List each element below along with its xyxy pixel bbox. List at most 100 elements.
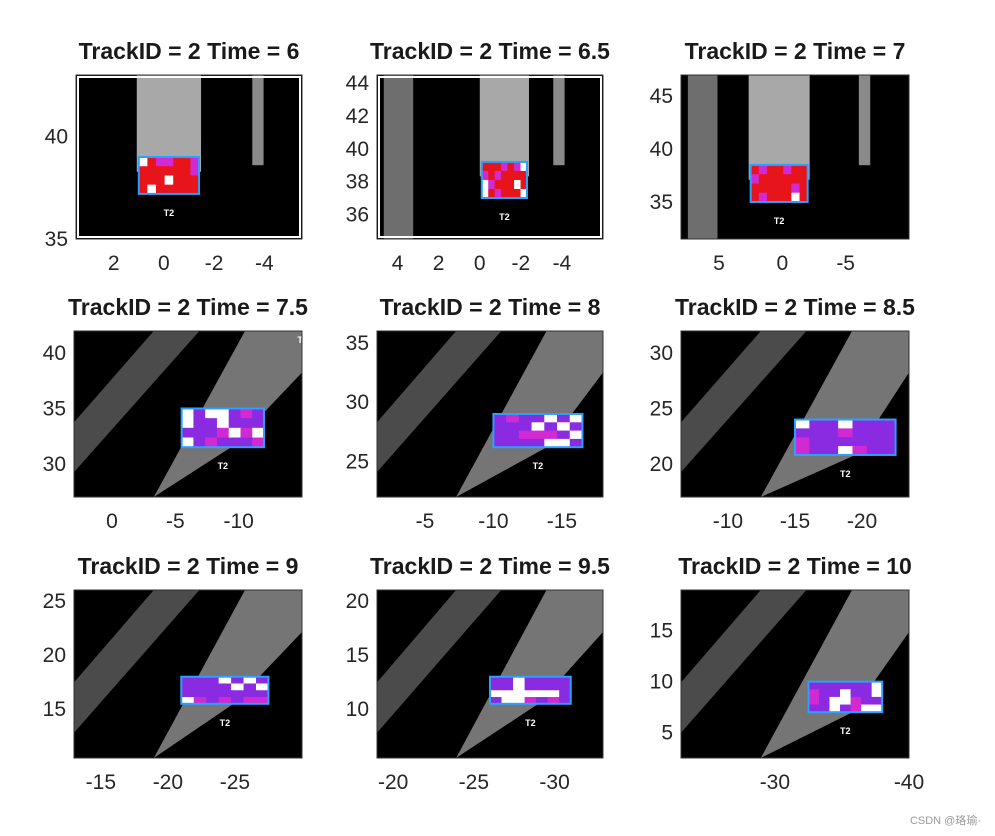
x-tick-label: -10 [478, 510, 508, 533]
detection-pixel [181, 676, 195, 684]
detection-pixel [861, 696, 873, 706]
detection-pixel [559, 676, 572, 684]
track-bounding-box [180, 675, 270, 705]
detection-pixel [852, 419, 868, 429]
axes-inner-frame [378, 76, 602, 238]
detection-pixel [228, 427, 241, 439]
y-tick-label: 10 [346, 698, 369, 721]
detection-pixel [866, 419, 882, 429]
detection-pixel [547, 690, 560, 698]
track-bounding-box [480, 160, 528, 199]
detection-pixel [783, 183, 792, 194]
detection-pixel [173, 157, 183, 167]
detection-pixel [490, 676, 503, 684]
detection-pixel [818, 696, 830, 706]
detection-pixel [818, 689, 830, 698]
detection-pixel [481, 188, 489, 199]
detection-pixel [181, 427, 194, 439]
detection-pixel [231, 690, 245, 698]
detection-pixel [829, 696, 841, 706]
detection-pixel [231, 683, 245, 691]
detection-pixel [240, 418, 253, 429]
x-tick-label: -5 [166, 510, 185, 533]
detection-pixel [557, 414, 571, 423]
detection-pixel [193, 683, 207, 691]
x-tick-label: -4 [255, 252, 274, 275]
detection-pixel [544, 438, 558, 448]
detection-pixel [758, 192, 768, 203]
image-content: T2 T8 [74, 331, 302, 497]
detection-pixel [852, 446, 868, 456]
y-tick-label: 45 [650, 85, 673, 108]
subplot-9: TrackID = 2 Time = 10 T2 -30 -40 5 10 15 [650, 553, 925, 794]
detection-pixel [559, 690, 572, 698]
detection-pixel [488, 161, 496, 172]
detection-pixel [536, 690, 549, 698]
subplot-title: TrackID = 2 Time = 6.5 [370, 38, 610, 64]
detection-pixel [193, 690, 207, 698]
track-label: T2 [774, 216, 785, 226]
detection-pixel [181, 166, 191, 176]
y-tick-label: 25 [346, 450, 369, 473]
y-tick-label: 35 [346, 332, 369, 355]
subplot-7: TrackID = 2 Time = 9 T2 -15 -20 -25 15 20 25 [43, 553, 303, 794]
detection-pixel [850, 689, 862, 698]
subplot-title: TrackID = 2 Time = 7.5 [68, 294, 308, 320]
detection-pixel [823, 437, 839, 447]
detection-pixel [490, 697, 503, 705]
detection-pixel [809, 428, 825, 438]
detection-pixel [829, 681, 841, 690]
detection-pixel [218, 676, 232, 684]
detection-pixel [513, 683, 526, 691]
detection-pixel [206, 683, 220, 691]
x-tick-label: -10 [223, 510, 253, 533]
detection-pixel [569, 430, 583, 440]
detection-pixel [190, 157, 200, 167]
detection-pixel [799, 183, 809, 194]
detection-pixel [488, 179, 496, 190]
detection-pixel [228, 408, 241, 419]
detection-pixel [559, 697, 572, 705]
detection-pixel [481, 170, 489, 181]
detection-pixel [205, 437, 218, 448]
detection-pixel [520, 161, 528, 172]
subplot-title: TrackID = 2 Time = 9.5 [370, 553, 610, 579]
detection-pixel [808, 681, 820, 690]
detection-pixel [173, 184, 183, 195]
x-tick-label: -20 [847, 510, 877, 533]
subplot-title: TrackID = 2 Time = 6 [79, 38, 300, 64]
detection-pixel [501, 690, 514, 698]
subplot-title: TrackID = 2 Time = 9 [78, 553, 299, 579]
detection-pixel [193, 676, 207, 684]
gray-structure [858, 75, 871, 166]
detection-pixel [507, 179, 515, 190]
detection-pixel [488, 188, 496, 199]
image-content: T2 [687, 75, 871, 239]
detection-pixel [861, 689, 873, 698]
detection-pixel [216, 408, 230, 419]
detection-pixel [164, 175, 174, 186]
x-tick-label: -25 [459, 771, 489, 794]
detection-pixel [493, 438, 507, 448]
detection-pixel [218, 690, 232, 698]
detection-pixel [518, 422, 533, 432]
detection-pixel [218, 683, 232, 691]
detection-pixel [783, 164, 792, 175]
subplot-4: TrackID = 2 Time = 7.5 T2 T8 0 -5 -10 30 35 40 [43, 294, 309, 533]
detection-pixel [181, 690, 195, 698]
detection-pixel [544, 422, 558, 432]
detection-pixel [243, 676, 257, 684]
axes-frame [376, 74, 604, 240]
detection-pixel [799, 164, 809, 175]
detection-pixel [494, 179, 502, 190]
detection-pixel [206, 697, 220, 705]
detection-pixel [240, 408, 253, 419]
subplot-title: TrackID = 2 Time = 10 [678, 553, 912, 579]
y-tick-label: 20 [346, 590, 369, 613]
detection-pixel [164, 184, 174, 195]
gray-structure [760, 590, 909, 758]
detection-pixel [518, 438, 533, 448]
detection-pixel [490, 683, 503, 691]
detection-pixel [758, 174, 768, 184]
axes-frame [376, 330, 604, 498]
